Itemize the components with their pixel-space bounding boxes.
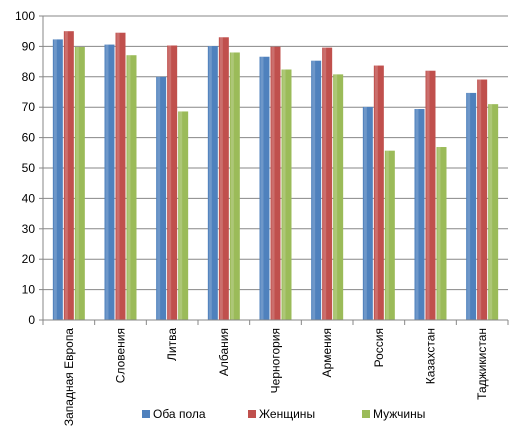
bar-2 (477, 79, 488, 320)
bar-2 (322, 47, 333, 321)
bars (52, 31, 499, 321)
y-tick-label: 90 (22, 39, 36, 53)
bar-3 (488, 104, 499, 320)
bar-3 (178, 111, 189, 321)
axes (39, 15, 509, 325)
bar-highlight (179, 111, 183, 321)
bar-1 (207, 46, 218, 320)
bar-2 (63, 31, 74, 320)
bar-3 (229, 52, 240, 320)
legend-label: Оба пола (153, 407, 206, 421)
legend-swatch (248, 410, 256, 418)
bar-highlight (385, 150, 389, 320)
legend-label: Мужчины (373, 407, 425, 421)
bar-1 (466, 92, 477, 320)
bar-highlight (230, 52, 234, 320)
bar-highlight (64, 31, 68, 320)
bar-3 (281, 69, 292, 320)
bar-3 (436, 147, 447, 320)
y-tick-label: 10 (22, 283, 36, 297)
bar-highlight (374, 65, 378, 320)
y-tick-labels: 0 10 20 30 40 50 60 70 80 90 100 (15, 9, 35, 327)
bar-2 (373, 65, 384, 320)
bar-highlight (168, 45, 172, 320)
bar-highlight (53, 39, 57, 321)
bar-highlight (489, 104, 493, 320)
bar-highlight (219, 37, 223, 320)
legend: Оба пола Женщины Мужчины (142, 407, 425, 421)
legend-swatch (362, 410, 370, 418)
bar-2 (425, 70, 436, 320)
bar-highlight (116, 32, 120, 320)
bar-1 (362, 106, 373, 321)
bar-1 (52, 39, 63, 321)
bar-2 (167, 45, 178, 320)
x-tick-label: Россия (372, 328, 386, 367)
x-tick-labels: Западная Европа Словения Литва Албания Черно… (62, 328, 489, 426)
bar-highlight (426, 70, 430, 320)
bar-1 (311, 60, 322, 321)
y-tick-label: 20 (22, 252, 36, 266)
bar-1 (156, 76, 167, 320)
x-tick-label: Черногория (269, 328, 283, 393)
y-tick-label: 30 (22, 222, 36, 236)
bar-highlight (105, 44, 109, 321)
y-tick-label: 80 (22, 70, 36, 84)
x-tick-label: Западная Европа (62, 328, 76, 426)
bar-highlight (157, 76, 161, 320)
y-tick-label: 60 (22, 131, 36, 145)
bar-highlight (271, 46, 275, 320)
bar-3 (384, 150, 395, 320)
bar-1 (259, 56, 270, 321)
bar-1 (414, 109, 425, 320)
bar-highlight (437, 147, 441, 320)
y-tick-label: 40 (22, 191, 36, 205)
bar-highlight (334, 74, 338, 320)
bar-3 (74, 47, 85, 321)
bar-highlight (478, 79, 482, 320)
y-tick-label: 100 (15, 9, 35, 23)
bar-highlight (363, 106, 367, 321)
x-tick-label: Словения (114, 328, 128, 383)
bar-2 (218, 37, 229, 320)
x-tick-label: Армения (320, 328, 334, 377)
bar-highlight (127, 55, 131, 320)
bar-3 (333, 74, 344, 320)
bar-highlight (75, 47, 79, 321)
x-tick-label: Албания (217, 328, 231, 376)
y-tick-label: 0 (28, 313, 35, 327)
bar-highlight (312, 60, 316, 321)
legend-swatch (142, 410, 150, 418)
x-tick-label: Литва (165, 328, 179, 361)
bar-1 (104, 44, 115, 321)
bar-highlight (323, 47, 327, 321)
bar-highlight (282, 69, 286, 320)
bar-2 (270, 46, 281, 320)
bar-3 (126, 55, 137, 320)
x-tick-label: Таджикистан (475, 328, 489, 400)
bar-2 (115, 32, 126, 320)
y-tick-label: 50 (22, 161, 36, 175)
bar-highlight (260, 56, 264, 321)
x-tick-label: Казахстан (424, 328, 438, 384)
bar-highlight (415, 109, 419, 320)
bar-highlight (467, 92, 471, 320)
bar-highlight (208, 46, 212, 320)
y-tick-label: 70 (22, 100, 36, 114)
legend-label: Женщины (259, 407, 315, 421)
